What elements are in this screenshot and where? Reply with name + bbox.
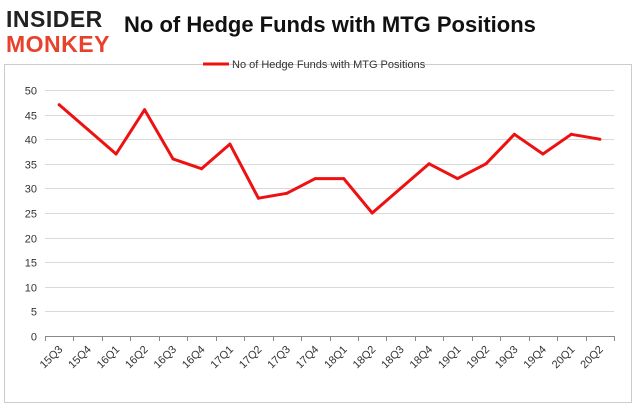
data-point <box>512 132 516 136</box>
y-tick-label: 15 <box>25 258 37 270</box>
x-tick-label: 15Q3 <box>38 344 66 372</box>
x-tick-label: 17Q3 <box>265 344 293 372</box>
insider-monkey-logo: INSIDER MONKEY <box>6 6 118 57</box>
data-point <box>57 103 61 107</box>
x-tick-label: 19Q1 <box>436 344 464 372</box>
data-point <box>114 152 118 156</box>
data-point <box>370 211 374 215</box>
data-point <box>456 177 459 181</box>
x-tick-label: 16Q1 <box>95 344 123 372</box>
y-tick-label: 35 <box>25 160 37 172</box>
series-line <box>57 103 602 215</box>
data-point <box>171 157 175 161</box>
y-tick-label: 30 <box>25 184 37 196</box>
y-tick-label: 5 <box>31 307 37 319</box>
data-point <box>313 177 317 181</box>
data-point <box>342 177 346 181</box>
x-tick-label: 16Q4 <box>180 344 208 372</box>
y-tick-label: 50 <box>25 86 37 98</box>
data-point <box>285 191 289 195</box>
legend-label: No of Hedge Funds with MTG Positions <box>232 59 426 71</box>
y-tick-label: 0 <box>31 332 37 344</box>
x-tick-label: 20Q1 <box>550 344 578 372</box>
x-tick-label: 18Q3 <box>379 344 407 372</box>
y-tick-label: 20 <box>25 234 37 246</box>
chart-title: No of Hedge Funds with MTG Positions <box>124 12 536 37</box>
y-tick-label: 10 <box>25 283 37 295</box>
data-point <box>143 108 147 112</box>
logo-line-1: INSIDER <box>6 6 103 32</box>
data-point <box>200 167 203 171</box>
x-tick-label: 18Q4 <box>408 344 436 372</box>
chart-border <box>4 64 632 403</box>
data-point <box>598 137 602 141</box>
data-point <box>86 127 90 131</box>
x-tick-label: 15Q4 <box>66 344 94 372</box>
data-point <box>427 162 431 166</box>
x-tick-label: 19Q3 <box>493 344 521 372</box>
y-tick-label: 40 <box>25 135 37 147</box>
y-tick-label: 45 <box>25 111 37 123</box>
data-point <box>228 142 232 146</box>
data-point <box>541 152 545 156</box>
x-tick-label: 20Q2 <box>578 344 606 372</box>
data-point <box>399 186 403 190</box>
x-tick-label: 18Q1 <box>322 344 350 372</box>
x-tick-label: 18Q2 <box>351 344 379 372</box>
x-tick-label: 17Q2 <box>237 344 265 372</box>
logo-line-2: MONKEY <box>6 31 110 57</box>
x-tick-label: 19Q4 <box>521 344 549 372</box>
x-tick-label: 19Q2 <box>465 344 493 372</box>
x-tick-label: 17Q1 <box>209 344 237 372</box>
x-tick-label: 17Q4 <box>294 344 322 372</box>
data-point <box>256 196 260 200</box>
x-tick-label: 16Q3 <box>152 344 180 372</box>
data-point <box>569 132 573 136</box>
x-tick-label: 16Q2 <box>123 344 151 372</box>
data-point <box>484 162 488 166</box>
y-tick-label: 25 <box>25 209 37 221</box>
